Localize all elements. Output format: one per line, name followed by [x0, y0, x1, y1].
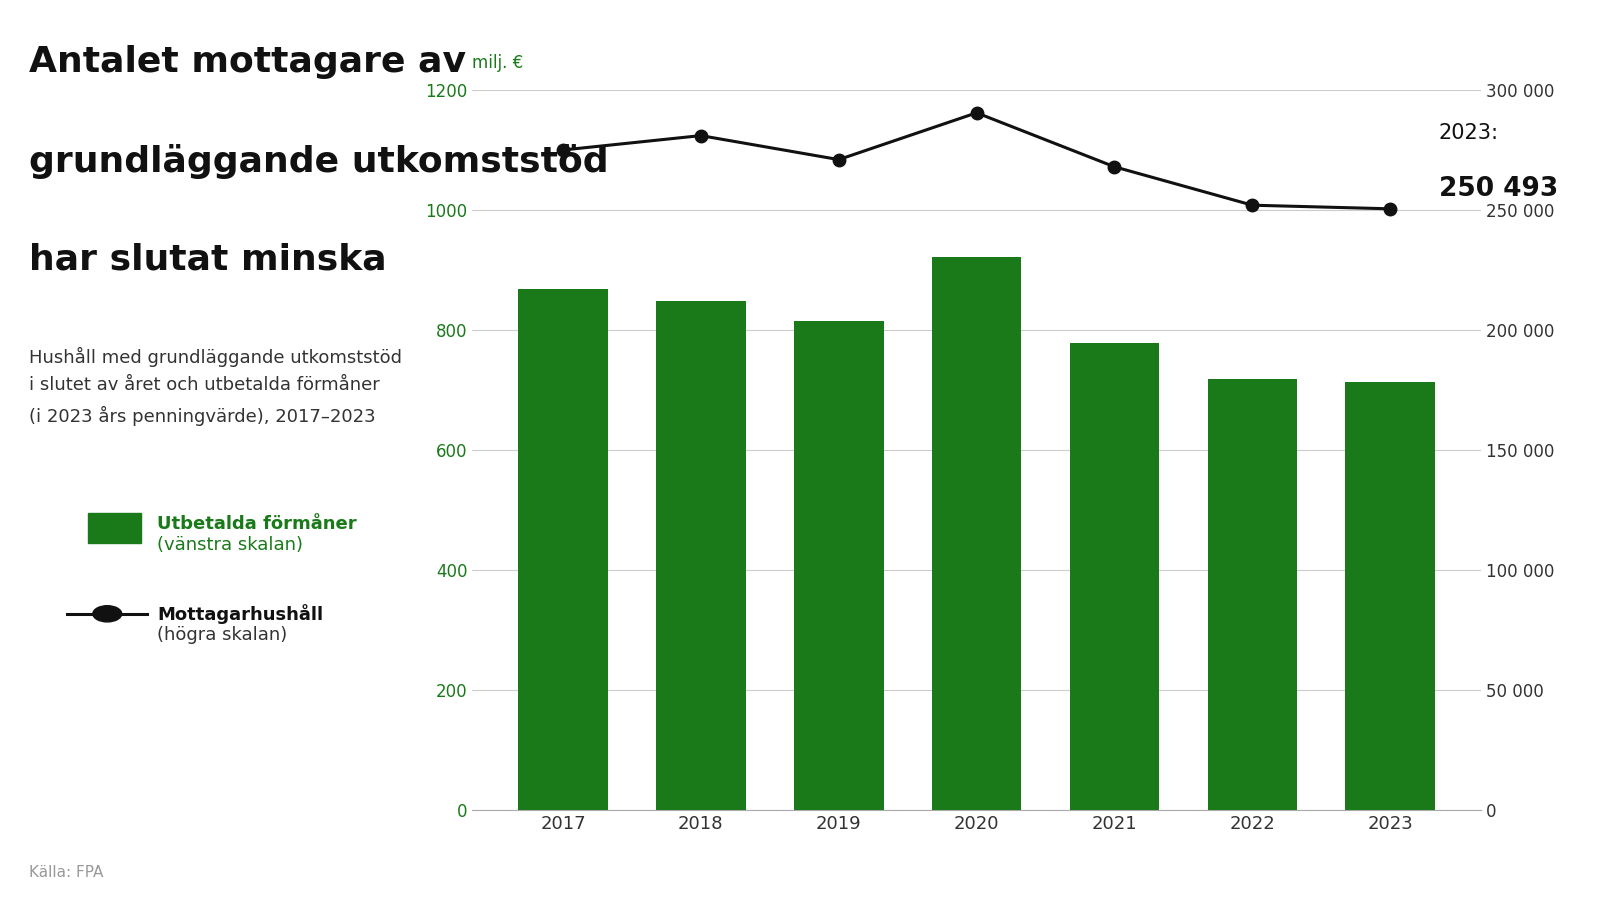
Text: milj. €: milj. €	[472, 54, 524, 72]
Bar	[1207, 379, 1297, 810]
Bar	[794, 321, 884, 810]
Text: (vänstra skalan): (vänstra skalan)	[157, 536, 303, 554]
Text: Mottagarhushåll: Mottagarhushåll	[157, 604, 323, 624]
Text: 2023:: 2023:	[1439, 122, 1499, 143]
Text: Utbetalda förmåner: Utbetalda förmåner	[157, 515, 357, 533]
Text: Källa: FPA: Källa: FPA	[29, 865, 102, 880]
Text: grundläggande utkomststöd: grundläggande utkomststöd	[29, 144, 608, 179]
Text: har slutat minska: har slutat minska	[29, 243, 386, 277]
Text: Antalet mottagare av: Antalet mottagare av	[29, 45, 466, 79]
Text: (högra skalan): (högra skalan)	[157, 626, 287, 644]
Bar	[1345, 382, 1434, 810]
Text: 250 493: 250 493	[1439, 176, 1558, 202]
Bar	[656, 302, 746, 810]
Bar	[932, 256, 1021, 810]
Text: Hushåll med grundläggande utkomststöd
i slutet av året och utbetalda förmåner
(i: Hushåll med grundläggande utkomststöd i …	[29, 346, 402, 426]
Bar	[1069, 343, 1159, 810]
Bar	[519, 289, 608, 810]
